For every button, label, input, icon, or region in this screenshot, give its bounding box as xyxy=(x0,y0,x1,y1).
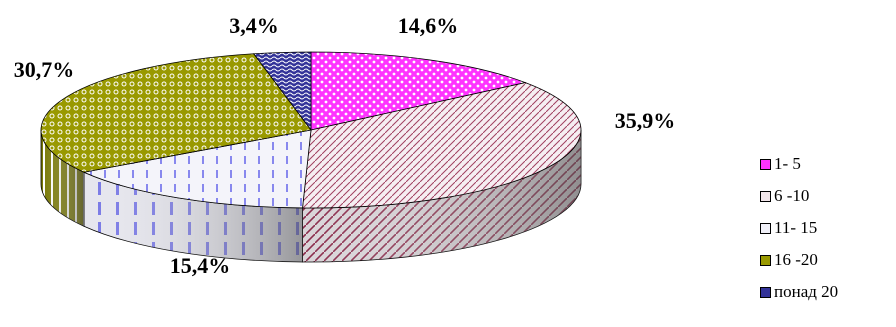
pie-slice-3 xyxy=(40,53,312,173)
pie-side-shade-2 xyxy=(83,172,303,262)
legend-label-1: 6 -10 xyxy=(774,186,810,205)
data-label-4: 3,4% xyxy=(229,13,279,38)
data-label-3: 30,7% xyxy=(14,57,75,82)
chart-legend: 1- 5 6 -10 11- 15 16 -20 понад 20 xyxy=(760,148,894,308)
legend-item-2: 11- 15 xyxy=(760,212,894,244)
legend-label-4: понад 20 xyxy=(774,282,839,301)
legend-swatch-0 xyxy=(760,158,771,170)
legend-swatch-3 xyxy=(760,254,771,266)
legend-label-3: 16 -20 xyxy=(774,250,818,269)
legend-item-1: 6 -10 xyxy=(760,180,894,212)
legend-label-0: 1- 5 xyxy=(774,154,801,173)
pie-slice-2 xyxy=(82,129,312,209)
pie-side-shade-3 xyxy=(41,130,84,227)
legend-item-3: 16 -20 xyxy=(760,244,894,276)
legend-item-4: понад 20 xyxy=(760,276,894,308)
legend-swatch-4 xyxy=(760,286,771,298)
pie-slice-1 xyxy=(302,82,582,209)
legend-label-2: 11- 15 xyxy=(774,218,818,237)
legend-swatch-2 xyxy=(760,222,771,234)
pie-slice-4 xyxy=(252,51,312,132)
data-label-0: 14,6% xyxy=(398,13,459,38)
legend-item-0: 1- 5 xyxy=(760,148,894,180)
pie-side-shade-1 xyxy=(302,130,581,262)
data-label-1: 35,9% xyxy=(615,108,676,133)
legend-swatch-1 xyxy=(760,190,771,202)
data-label-2: 15,4% xyxy=(170,253,231,278)
pie-slice-0 xyxy=(310,51,527,131)
